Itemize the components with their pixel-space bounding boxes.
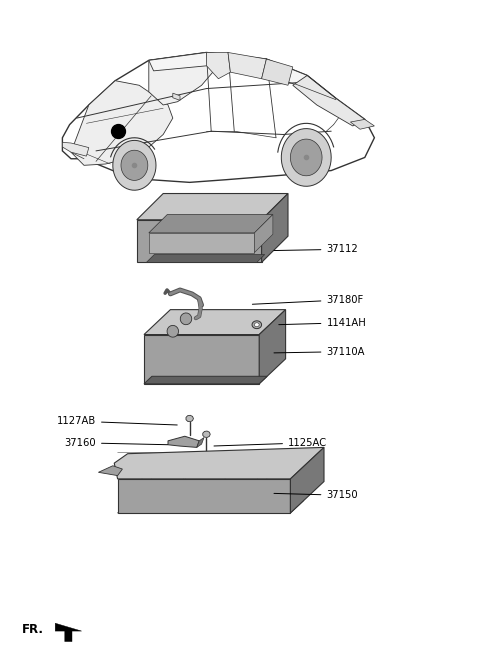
Polygon shape xyxy=(186,415,193,422)
Polygon shape xyxy=(206,52,230,79)
Text: 37180F: 37180F xyxy=(252,295,364,305)
Polygon shape xyxy=(290,139,322,176)
Polygon shape xyxy=(293,75,365,126)
Polygon shape xyxy=(167,325,179,337)
Text: 1127AB: 1127AB xyxy=(57,416,177,426)
Polygon shape xyxy=(55,623,82,642)
Text: 37150: 37150 xyxy=(274,490,358,501)
Polygon shape xyxy=(146,255,264,262)
Polygon shape xyxy=(144,310,286,335)
Text: 37160: 37160 xyxy=(64,438,168,448)
Polygon shape xyxy=(149,52,218,105)
Polygon shape xyxy=(62,52,374,182)
Polygon shape xyxy=(144,377,267,384)
Text: 1125AC: 1125AC xyxy=(214,438,327,448)
Polygon shape xyxy=(149,52,307,85)
Polygon shape xyxy=(252,321,262,329)
Polygon shape xyxy=(259,310,286,384)
Polygon shape xyxy=(144,335,259,384)
Polygon shape xyxy=(173,93,180,100)
Polygon shape xyxy=(114,447,324,479)
Polygon shape xyxy=(290,447,324,513)
Polygon shape xyxy=(98,466,122,476)
Polygon shape xyxy=(254,323,259,327)
Text: FR.: FR. xyxy=(22,623,44,636)
Polygon shape xyxy=(149,215,273,233)
Text: 1141AH: 1141AH xyxy=(279,318,366,328)
Polygon shape xyxy=(137,220,262,262)
Polygon shape xyxy=(121,150,148,180)
Polygon shape xyxy=(149,233,254,253)
Polygon shape xyxy=(262,194,288,262)
Polygon shape xyxy=(197,438,204,447)
Polygon shape xyxy=(137,194,288,220)
Polygon shape xyxy=(62,142,89,156)
Text: 37110A: 37110A xyxy=(274,346,365,357)
Polygon shape xyxy=(203,431,210,438)
Polygon shape xyxy=(281,129,331,186)
Polygon shape xyxy=(254,215,273,253)
Polygon shape xyxy=(118,479,290,513)
Polygon shape xyxy=(118,501,304,513)
Polygon shape xyxy=(113,140,156,190)
Polygon shape xyxy=(228,52,266,79)
Polygon shape xyxy=(350,119,374,129)
Polygon shape xyxy=(168,436,199,447)
Polygon shape xyxy=(180,313,192,325)
Polygon shape xyxy=(262,59,293,85)
Polygon shape xyxy=(71,81,173,165)
Text: 37112: 37112 xyxy=(274,244,358,255)
